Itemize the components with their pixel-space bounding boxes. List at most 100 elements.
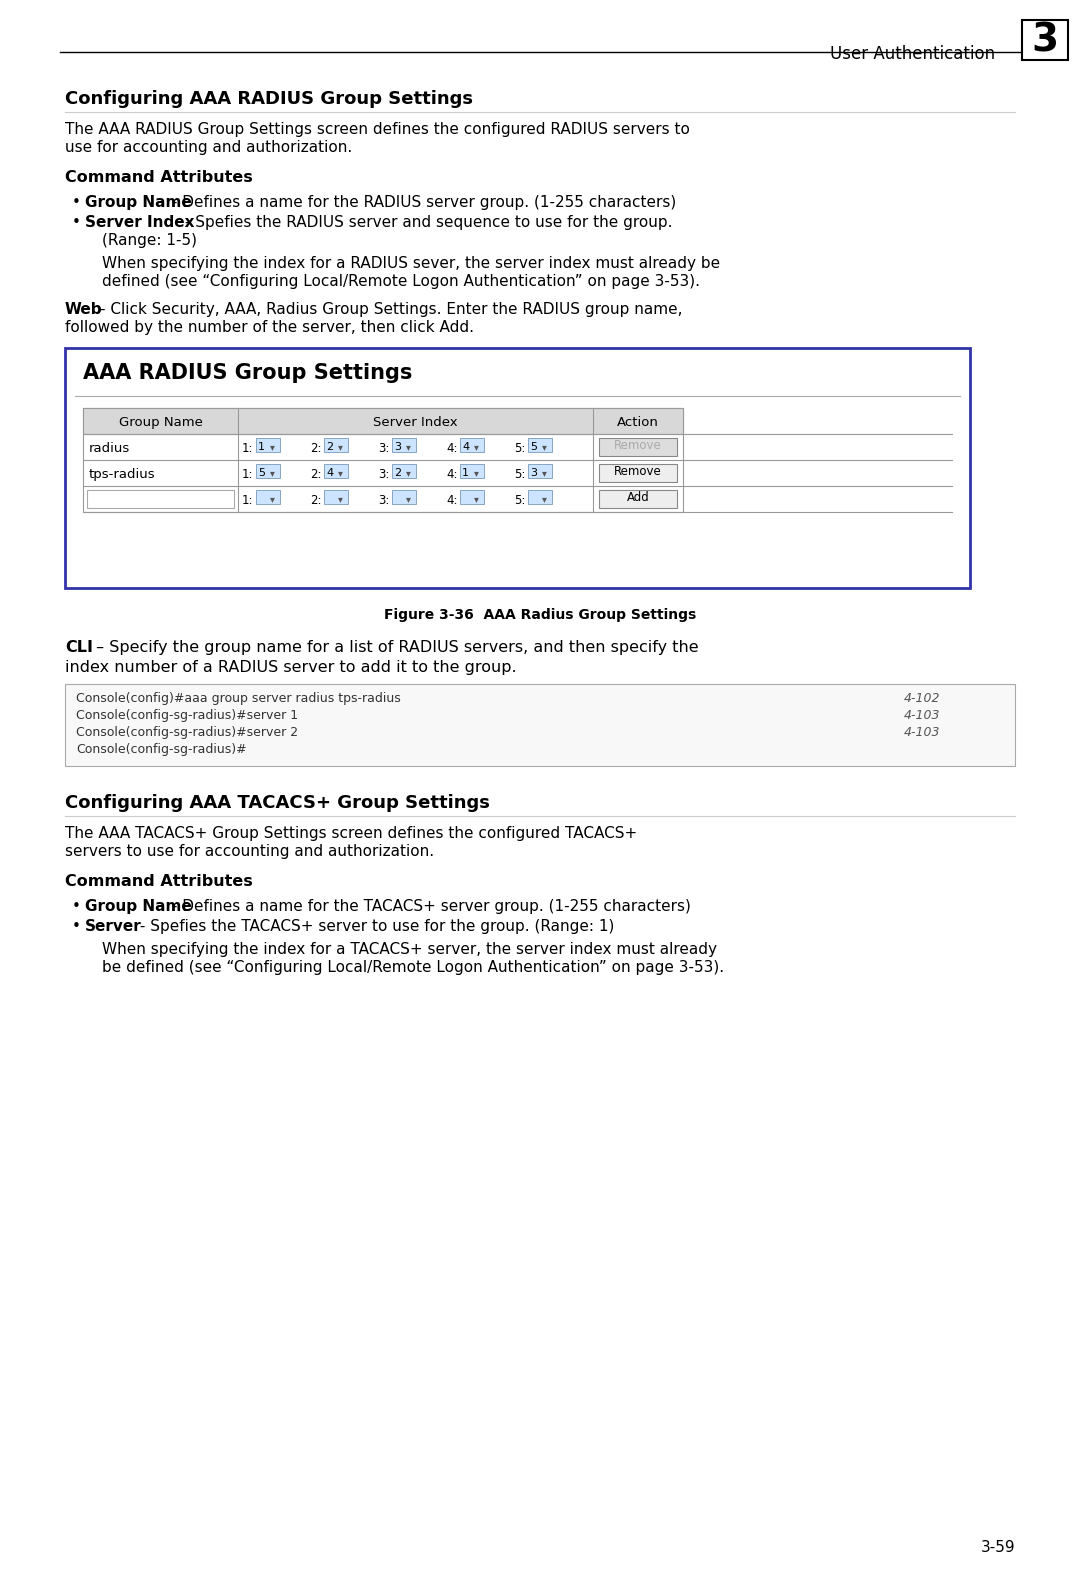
Text: servers to use for accounting and authorization.: servers to use for accounting and author…	[65, 845, 434, 859]
Text: Group Name: Group Name	[85, 195, 192, 210]
Text: The AAA RADIUS Group Settings screen defines the configured RADIUS servers to: The AAA RADIUS Group Settings screen def…	[65, 122, 690, 137]
Text: 1: 1	[462, 468, 469, 477]
Text: ▾: ▾	[474, 443, 478, 452]
Text: Console(config-sg-radius)#: Console(config-sg-radius)#	[76, 743, 246, 757]
Text: 3:: 3:	[378, 443, 390, 455]
Bar	[83, 408, 683, 512]
Bar	[324, 490, 348, 504]
Text: Server Index: Server Index	[374, 416, 458, 429]
Bar	[528, 465, 552, 477]
Bar	[460, 438, 484, 452]
Text: 5:: 5:	[514, 443, 525, 455]
Text: When specifying the index for a RADIUS sever, the server index must already be: When specifying the index for a RADIUS s…	[102, 256, 720, 272]
Text: Add: Add	[626, 491, 649, 504]
Text: 3-59: 3-59	[981, 1540, 1015, 1554]
Text: Server Index: Server Index	[85, 215, 194, 229]
Text: 4:: 4:	[446, 468, 458, 480]
Text: be defined (see “Configuring Local/Remote Logon Authentication” on page 3-53).: be defined (see “Configuring Local/Remot…	[102, 959, 724, 975]
Text: AAA RADIUS Group Settings: AAA RADIUS Group Settings	[83, 363, 413, 383]
Bar	[392, 490, 416, 504]
Text: Remove: Remove	[615, 465, 662, 477]
Text: 2: 2	[326, 443, 333, 452]
Text: Console(config-sg-radius)#server 2: Console(config-sg-radius)#server 2	[76, 725, 298, 739]
Text: 3: 3	[530, 468, 537, 477]
Bar	[256, 490, 280, 504]
Bar	[83, 408, 683, 433]
Text: ▾: ▾	[542, 443, 546, 452]
Text: •: •	[72, 195, 81, 210]
Bar	[599, 465, 677, 482]
Bar	[528, 438, 552, 452]
Text: ▾: ▾	[338, 495, 342, 504]
Text: Remove: Remove	[615, 440, 662, 452]
Text: 4-103: 4-103	[904, 725, 940, 739]
Text: •: •	[72, 215, 81, 229]
Text: Server: Server	[85, 918, 141, 934]
Text: Command Attributes: Command Attributes	[65, 170, 253, 185]
Text: ▾: ▾	[474, 495, 478, 504]
Bar	[324, 438, 348, 452]
Text: 4:: 4:	[446, 495, 458, 507]
Text: Console(config)#aaa group server radius tps-radius: Console(config)#aaa group server radius …	[76, 692, 401, 705]
Text: 3:: 3:	[378, 468, 390, 480]
Text: index number of a RADIUS server to add it to the group.: index number of a RADIUS server to add i…	[65, 659, 516, 675]
Bar	[460, 465, 484, 477]
Text: 2:: 2:	[310, 495, 322, 507]
Text: The AAA TACACS+ Group Settings screen defines the configured TACACS+: The AAA TACACS+ Group Settings screen de…	[65, 826, 637, 842]
Text: 2: 2	[394, 468, 401, 477]
Text: CLI: CLI	[65, 641, 93, 655]
Bar	[65, 685, 1015, 766]
Text: - Spefies the TACACS+ server to use for the group. (Range: 1): - Spefies the TACACS+ server to use for …	[135, 918, 615, 934]
Bar	[256, 438, 280, 452]
Text: 3: 3	[1031, 22, 1058, 60]
Text: defined (see “Configuring Local/Remote Logon Authentication” on page 3-53).: defined (see “Configuring Local/Remote L…	[102, 275, 700, 289]
Text: Figure 3-36  AAA Radius Group Settings: Figure 3-36 AAA Radius Group Settings	[383, 608, 697, 622]
Text: tps-radius: tps-radius	[89, 468, 156, 480]
Text: •: •	[72, 900, 81, 914]
Bar	[87, 490, 234, 509]
Bar	[65, 349, 970, 589]
Text: (Range: 1-5): (Range: 1-5)	[102, 232, 197, 248]
Text: User Authentication: User Authentication	[831, 46, 995, 63]
Text: Action: Action	[617, 416, 659, 429]
Text: 4: 4	[326, 468, 333, 477]
Text: ▾: ▾	[406, 443, 410, 452]
Text: ▾: ▾	[406, 468, 410, 477]
Text: ▾: ▾	[406, 495, 410, 504]
Text: 5:: 5:	[514, 468, 525, 480]
Text: 2:: 2:	[310, 443, 322, 455]
Bar	[599, 490, 677, 509]
Text: 4-102: 4-102	[904, 692, 940, 705]
Text: 5: 5	[530, 443, 537, 452]
Text: Console(config-sg-radius)#server 1: Console(config-sg-radius)#server 1	[76, 710, 298, 722]
Bar	[1022, 20, 1068, 60]
Text: 5:: 5:	[514, 495, 525, 507]
Text: 2:: 2:	[310, 468, 322, 480]
Text: ▾: ▾	[270, 443, 275, 452]
Text: – Specify the group name for a list of RADIUS servers, and then specify the: – Specify the group name for a list of R…	[91, 641, 699, 655]
Text: – Click Security, AAA, Radius Group Settings. Enter the RADIUS group name,: – Click Security, AAA, Radius Group Sett…	[93, 301, 683, 317]
Text: 1:: 1:	[242, 443, 254, 455]
Text: ▾: ▾	[474, 468, 478, 477]
Text: radius: radius	[89, 443, 131, 455]
Text: Configuring AAA RADIUS Group Settings: Configuring AAA RADIUS Group Settings	[65, 89, 473, 108]
Bar	[324, 465, 348, 477]
Text: ▾: ▾	[270, 495, 275, 504]
Text: 4:: 4:	[446, 443, 458, 455]
Text: - Defines a name for the RADIUS server group. (1-255 characters): - Defines a name for the RADIUS server g…	[167, 195, 676, 210]
Bar	[256, 465, 280, 477]
Text: 4: 4	[462, 443, 469, 452]
Text: Command Attributes: Command Attributes	[65, 874, 253, 889]
Text: 5: 5	[258, 468, 265, 477]
Text: 3:: 3:	[378, 495, 390, 507]
Bar	[460, 490, 484, 504]
Text: 1: 1	[258, 443, 265, 452]
Text: ▾: ▾	[270, 468, 275, 477]
Text: Group Name: Group Name	[119, 416, 202, 429]
Text: ▾: ▾	[338, 443, 342, 452]
Bar	[599, 438, 677, 455]
Text: followed by the number of the server, then click Add.: followed by the number of the server, th…	[65, 320, 474, 334]
Text: 4-103: 4-103	[904, 710, 940, 722]
Text: •: •	[72, 918, 81, 934]
Text: 1:: 1:	[242, 468, 254, 480]
